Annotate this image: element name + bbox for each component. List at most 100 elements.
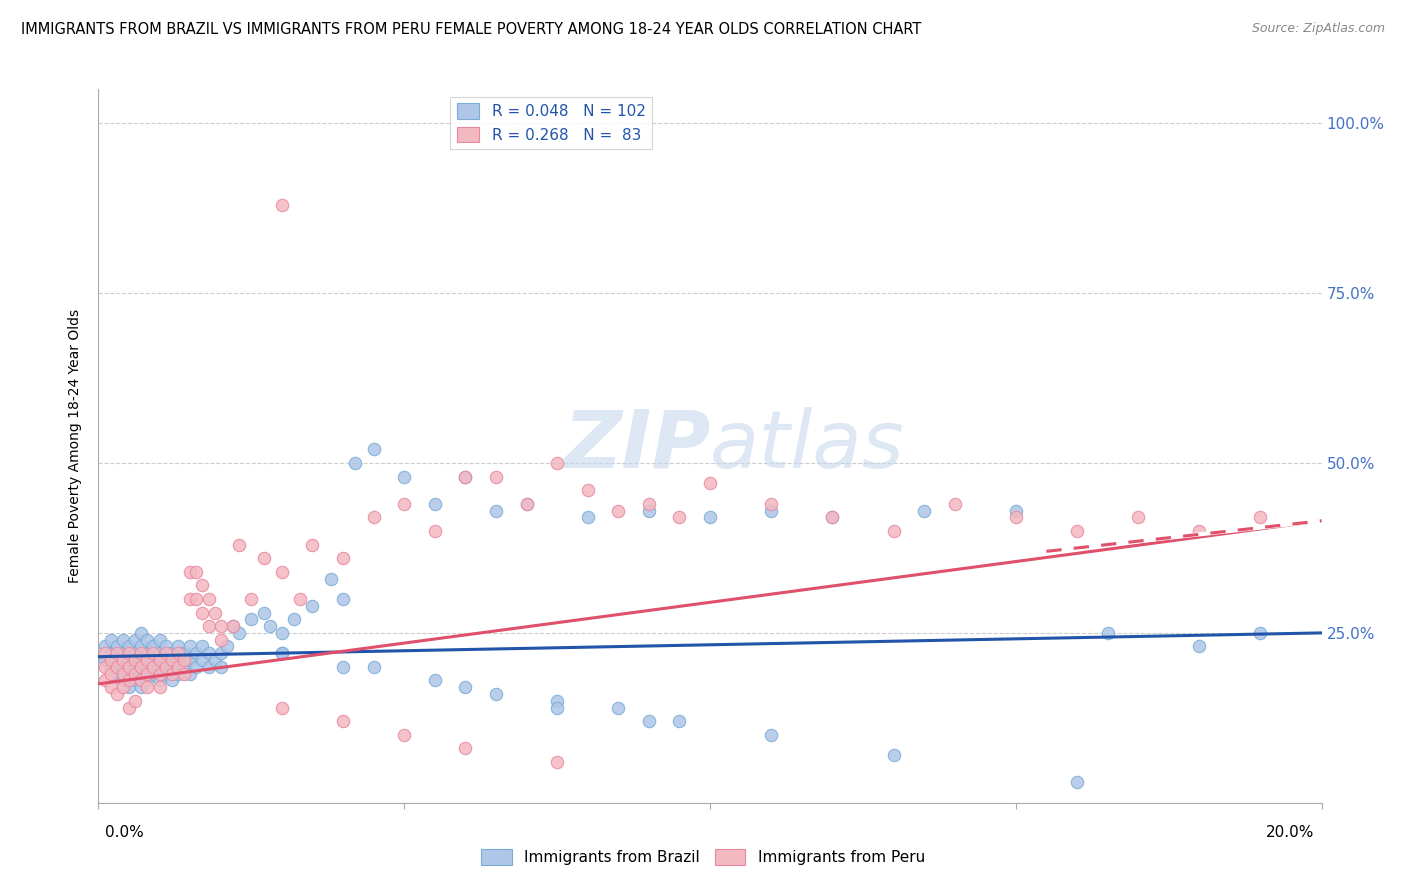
Point (240, 591, 263, 606)
Point (607, 503, 630, 517)
Point (197, 591, 219, 606)
Point (93, 640, 115, 654)
Point (160, 646, 183, 660)
Point (105, 640, 128, 654)
Point (167, 640, 190, 654)
Point (191, 653, 214, 667)
Point (485, 687, 508, 701)
Point (516, 497, 538, 511)
Point (319, 572, 342, 586)
Point (423, 524, 446, 538)
Text: 20.0%: 20.0% (1267, 825, 1315, 840)
Point (179, 653, 201, 667)
Point (155, 640, 177, 654)
Text: IMMIGRANTS FROM BRAZIL VS IMMIGRANTS FROM PERU FEMALE POVERTY AMONG 18-24 YEAR O: IMMIGRANTS FROM BRAZIL VS IMMIGRANTS FRO… (21, 22, 921, 37)
Point (149, 673, 172, 688)
Point (105, 646, 128, 660)
Point (167, 653, 190, 667)
Point (118, 646, 141, 660)
Point (100, 653, 122, 667)
Point (454, 469, 477, 483)
Point (100, 646, 122, 660)
Point (821, 510, 844, 524)
Point (197, 660, 219, 674)
Point (209, 646, 232, 660)
Point (912, 503, 935, 517)
Point (454, 741, 477, 756)
Point (186, 660, 208, 674)
Point (111, 653, 134, 667)
Point (392, 497, 416, 511)
Point (136, 632, 159, 647)
Point (167, 646, 190, 660)
Point (149, 653, 172, 667)
Point (191, 578, 214, 592)
Point (136, 673, 159, 688)
Point (155, 666, 177, 681)
Text: ZIP: ZIP (562, 407, 710, 485)
Point (160, 660, 183, 674)
Point (124, 653, 146, 667)
Point (124, 694, 146, 708)
Point (209, 619, 232, 633)
Point (149, 646, 172, 660)
Point (576, 510, 599, 524)
Point (516, 497, 538, 511)
Point (129, 626, 152, 640)
Point (943, 497, 966, 511)
Point (118, 660, 141, 674)
Point (93, 646, 115, 660)
Point (259, 619, 281, 633)
Point (1188, 640, 1211, 654)
Point (129, 660, 152, 674)
Point (283, 612, 305, 626)
Point (149, 632, 172, 647)
Point (209, 660, 232, 674)
Point (668, 714, 690, 729)
Point (111, 666, 134, 681)
Point (270, 700, 292, 714)
Point (759, 497, 782, 511)
Point (637, 503, 661, 517)
Text: 0.0%: 0.0% (105, 825, 145, 840)
Point (576, 483, 599, 498)
Point (332, 551, 354, 566)
Point (344, 456, 367, 470)
Point (111, 680, 134, 694)
Point (118, 666, 141, 681)
Point (228, 537, 250, 551)
Point (93, 660, 115, 674)
Point (173, 653, 195, 667)
Point (301, 599, 323, 613)
Point (423, 673, 446, 688)
Point (392, 728, 416, 742)
Point (270, 565, 292, 579)
Point (100, 632, 122, 647)
Point (142, 666, 165, 681)
Point (332, 714, 354, 729)
Text: atlas: atlas (710, 407, 905, 485)
Point (105, 666, 128, 681)
Point (1128, 510, 1150, 524)
Point (301, 537, 323, 551)
Point (136, 653, 159, 667)
Point (215, 640, 238, 654)
Point (129, 680, 152, 694)
Point (290, 591, 312, 606)
Point (270, 646, 292, 660)
Point (142, 660, 165, 674)
Point (149, 680, 172, 694)
Point (129, 673, 152, 688)
Point (1249, 510, 1271, 524)
Point (252, 551, 274, 566)
Point (270, 198, 292, 212)
Point (173, 666, 195, 681)
Point (160, 666, 183, 681)
Point (699, 510, 721, 524)
Point (240, 612, 263, 626)
Point (100, 660, 122, 674)
Point (149, 666, 172, 681)
Point (124, 632, 146, 647)
Point (454, 680, 477, 694)
Point (129, 653, 152, 667)
